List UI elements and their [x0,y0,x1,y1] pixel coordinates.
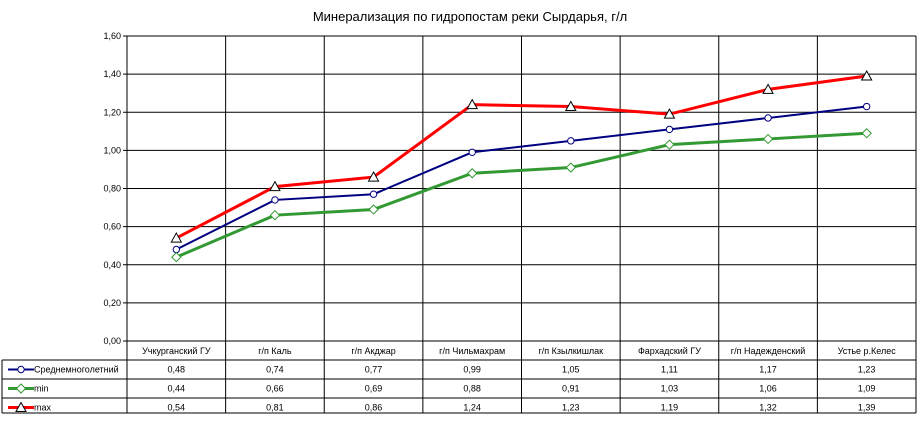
data-point [466,98,479,110]
table-cell-value: 1,11 [661,365,678,375]
data-point [764,114,772,122]
y-tick-label: 1,40 [103,69,121,79]
category-label: г/п Чильмахрам [439,346,505,356]
table-cell-value: 0,66 [266,384,284,394]
legend-series-name: Среднемноголетний [34,365,119,375]
data-point [861,128,872,139]
series-line [175,105,867,251]
data-point [170,232,183,243]
y-axis-ticks: 0,00 0,20 0,40 0,60 0,80 1,00 1,20 1,40 1,60 [103,31,121,346]
data-point [367,171,380,182]
table-cell-value: 0,88 [463,384,481,394]
table-cell-value: 0,74 [266,365,284,375]
data-point [172,245,181,254]
table-cell-value: 1,19 [661,403,679,413]
data-point [269,180,281,192]
data-point [271,196,279,204]
table-cell-value: 1,06 [759,384,777,394]
chart-title: Минерализация по гидропостам реки Сырдар… [313,9,627,24]
table-cell-value: 1,05 [562,365,580,375]
legend-series-name: min [34,384,49,394]
series-layer [170,70,873,263]
table-cell-value: 0,44 [168,384,186,394]
y-tick-label: 0,60 [103,222,121,232]
table-cell-value: 1,09 [858,384,876,394]
table-cell-value: 0,99 [463,365,481,375]
data-point [269,209,281,221]
data-point [664,139,675,150]
y-tick-label: 1,60 [103,31,121,41]
data-point [762,133,774,145]
table-cell-value: 0,81 [266,403,284,413]
category-label: г/п Надежденский [731,346,806,356]
data-point [762,83,774,94]
data-point [17,365,25,374]
data-point [665,125,674,134]
table-cell-value: 0,48 [168,365,186,375]
data-point [860,70,873,81]
category-label: Устье р.Келес [838,346,897,356]
category-label: Фархадский ГУ [638,346,701,356]
table-cell-value: 1,23 [858,365,876,375]
data-point [862,102,871,111]
data-point [466,168,478,179]
y-tick-label: 0,00 [103,336,121,346]
y-tick-label: 0,40 [103,260,121,270]
table-cell-value: 0,86 [365,403,383,413]
data-point [15,383,27,394]
table-cell-value: 1,03 [661,384,679,394]
data-point [564,100,577,112]
table-cell-value: 1,17 [759,365,777,375]
grid-layer [123,35,917,413]
y-tick-label: 0,80 [103,184,121,194]
data-table: Учкурганский ГУ г/п Каль г/п Акджар г/п Чил… [1,346,916,414]
table-cell-value: 1,32 [759,403,777,413]
data-point [567,137,575,145]
data-point [663,108,676,119]
data-point [368,204,379,215]
series-line [175,74,867,240]
y-tick-label: 0,20 [103,298,121,308]
table-cell-value: 0,69 [365,384,383,394]
category-label: Учкурганский ГУ [142,346,211,356]
table-cell-value: 0,91 [562,384,580,394]
table-cell-value: 0,77 [365,365,383,375]
category-label: г/п Акджар [351,346,395,356]
y-tick-label: 1,00 [103,145,121,155]
table-cell-value: 1,23 [562,403,580,413]
table-cell-value: 0,54 [168,403,186,413]
category-label: г/п Кзылкишлак [538,346,603,356]
data-point [565,162,577,173]
category-label: г/п Каль [258,346,292,356]
table-cell-value: 1,24 [463,403,481,413]
data-point [468,148,476,156]
legend-series-name: max [34,403,52,413]
y-tick-label: 1,20 [103,107,121,117]
data-point [171,251,182,263]
data-point [15,401,27,412]
table-cell-value: 1,39 [858,403,876,413]
data-point [369,190,378,198]
series-line [175,131,867,259]
